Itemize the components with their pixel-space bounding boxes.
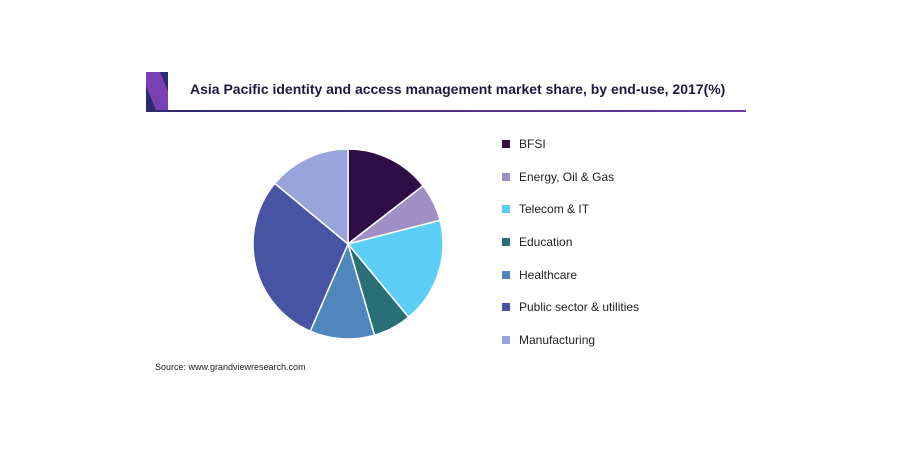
- pie-slice-telecom-it: [347, 219, 444, 318]
- legend-label: Telecom & IT: [519, 202, 590, 217]
- legend-label: Education: [519, 235, 573, 250]
- chart-title: Asia Pacific identity and access managem…: [190, 81, 726, 97]
- legend-swatch: [502, 270, 510, 279]
- legend-item: Education: [502, 234, 639, 250]
- pie-chart: [252, 148, 444, 340]
- brand-logo-icon: [146, 72, 168, 110]
- source-note: Source: www.grandviewresearch.com: [155, 362, 306, 372]
- logo-light-shape: [146, 72, 168, 110]
- legend-label: Manufacturing: [519, 333, 596, 348]
- legend-swatch: [502, 205, 510, 214]
- legend-swatch: [502, 172, 510, 181]
- legend-swatch: [502, 140, 510, 148]
- legend-label: Energy, Oil & Gas: [519, 169, 615, 184]
- legend-label: BFSI: [519, 137, 546, 151]
- legend-item: Healthcare: [502, 267, 639, 283]
- chart-legend: BFSI Energy, Oil & Gas Telecom & IT Educati…: [502, 136, 639, 365]
- title-divider: [146, 110, 746, 112]
- pie-slice-bfsi: [347, 148, 424, 245]
- pie-slice-healthcare: [309, 243, 376, 340]
- legend-label: Public sector & utilities: [519, 300, 640, 315]
- legend-item: Manufacturing: [502, 332, 639, 348]
- legend-item: Telecom & IT: [502, 201, 639, 217]
- legend-item: BFSI: [502, 136, 639, 152]
- legend-swatch: [502, 303, 510, 312]
- legend-label: Healthcare: [519, 267, 578, 282]
- legend-item: Energy, Oil & Gas: [502, 169, 639, 185]
- legend-swatch: [502, 336, 510, 345]
- legend-item: Public sector & utilities: [502, 299, 639, 315]
- pie-slice-public-sector-utilities: [252, 182, 349, 332]
- pie-slice-manufacturing: [274, 148, 349, 245]
- legend-swatch: [502, 238, 510, 247]
